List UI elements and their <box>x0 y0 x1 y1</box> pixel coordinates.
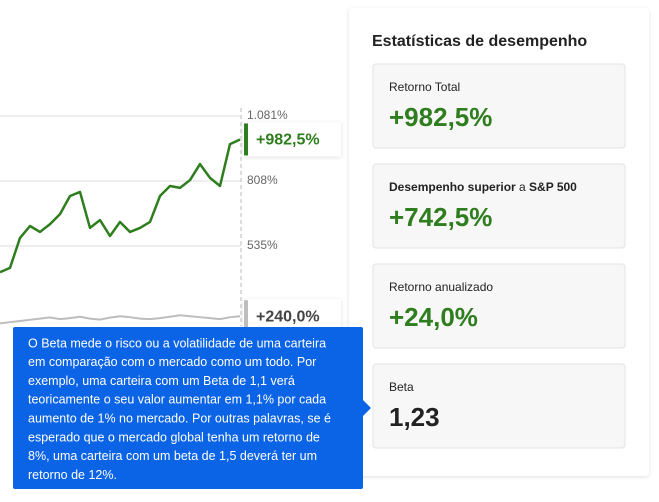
stat-card <box>372 363 626 449</box>
tooltip-line: aumento de 1% no mercado. Por outras pal… <box>28 411 331 425</box>
tooltip: O Beta mede o risco ou a volatilidade de… <box>13 327 371 489</box>
tooltip-line: O Beta mede o risco ou a volatilidade de… <box>28 336 326 350</box>
stat-label: Beta <box>389 380 414 394</box>
stat-value: +982,5% <box>389 102 492 132</box>
stat-label: Desempenho superior a S&P 500 <box>389 180 577 194</box>
tooltip-line: em comparação com o mercado como um todo… <box>28 355 316 369</box>
stat-value: 1,23 <box>389 402 440 432</box>
end-label-bg <box>243 122 341 157</box>
end-label-bar <box>244 123 248 156</box>
chart: 1.081% 808% 535% +240,0% +982,5% <box>0 108 341 334</box>
y-tick-label: 535% <box>247 238 278 252</box>
tooltip-line: retorno de 12%. <box>28 468 117 482</box>
tooltip-line: exemplo, uma carteira com um Beta de 1,1… <box>28 374 295 388</box>
tooltip-bg <box>13 327 363 489</box>
end-label: +240,0% <box>256 308 320 325</box>
tooltip-line: esperado que o mercado global tenha um r… <box>28 430 320 444</box>
stat-card <box>372 263 626 349</box>
panel-title: Estatísticas de desempenho <box>372 33 587 50</box>
stats-panel: Estatísticas de desempenho Retorno Total… <box>349 8 649 476</box>
stat-value: +24,0% <box>389 302 478 332</box>
stat-value: +742,5% <box>389 202 492 232</box>
tooltip-arrow <box>363 400 371 416</box>
end-label: +982,5% <box>256 132 320 149</box>
end-label-bar <box>244 300 248 333</box>
stat-label-part: Desempenho superior <box>389 180 516 194</box>
series-line <box>0 314 241 325</box>
stat-card <box>372 63 626 149</box>
stat-card <box>372 163 626 249</box>
y-tick-label: 1.081% <box>247 108 288 122</box>
y-tick-label: 808% <box>247 173 278 187</box>
stat-label: Retorno Total <box>389 80 460 94</box>
tooltip-line: teoricamente o seu valor aumentar em 1,1… <box>28 393 326 407</box>
tooltip-line: 8%, uma carteira com um beta de 1,5 deve… <box>28 449 317 463</box>
stat-label-part: S&P 500 <box>529 180 577 194</box>
series-line <box>0 138 241 274</box>
stat-label-part: a <box>516 180 529 194</box>
stat-label: Retorno anualizado <box>389 280 493 294</box>
